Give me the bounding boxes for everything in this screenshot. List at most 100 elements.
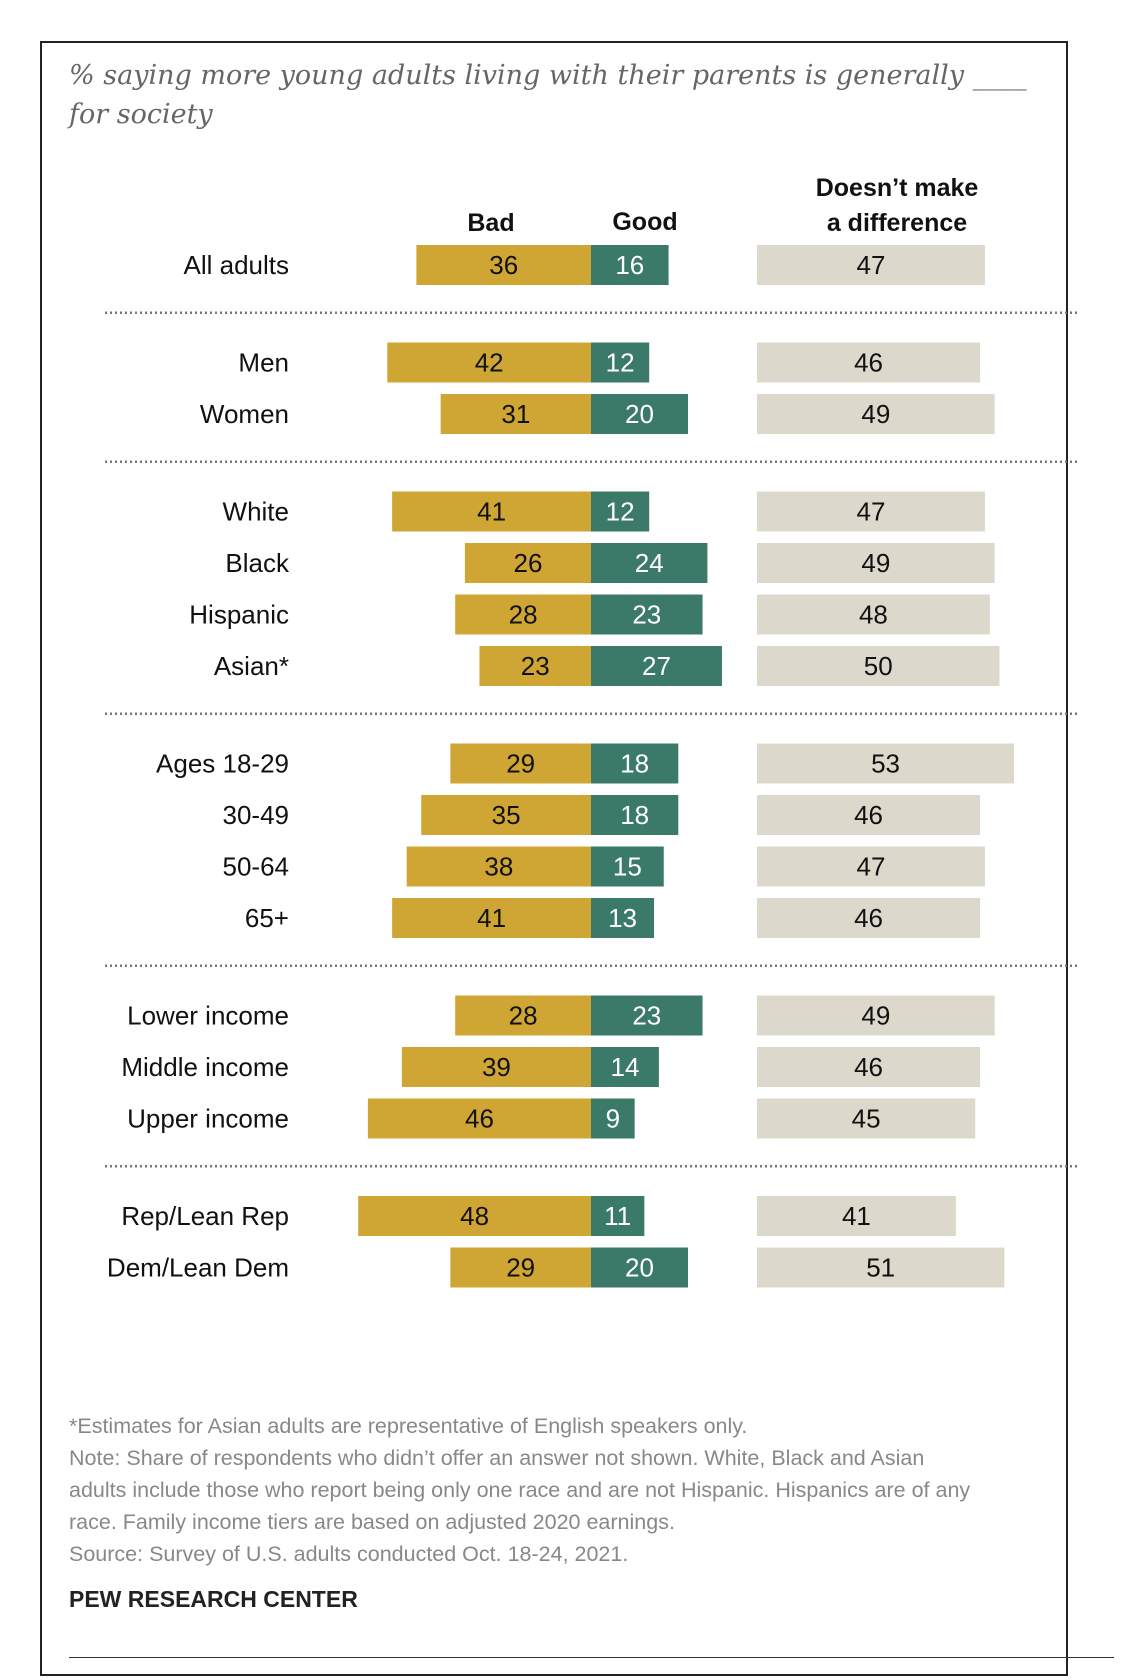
organization-name: PEW RESEARCH CENTER	[69, 1586, 358, 1612]
row-label: Dem/Lean Dem	[107, 1253, 289, 1283]
value-label-neutral: 46	[854, 903, 883, 933]
note-line: race. Family income tiers are based on a…	[69, 1510, 675, 1534]
row-label: Hispanic	[189, 600, 289, 630]
header-bad: Bad	[467, 209, 514, 237]
value-label-good: 20	[625, 1253, 654, 1283]
header-good: Good	[612, 208, 677, 236]
bar-bad	[450, 743, 591, 784]
value-label-good: 14	[610, 1052, 639, 1082]
bar-good	[591, 1196, 645, 1236]
value-label-good: 15	[613, 852, 642, 882]
row-label: Men	[238, 348, 289, 378]
row-label: 65+	[245, 903, 289, 933]
value-label-neutral: 47	[857, 852, 886, 882]
value-label-neutral: 49	[861, 399, 890, 429]
bar-neutral	[757, 1047, 981, 1087]
bar-bad	[440, 394, 591, 434]
bar-bad	[450, 1247, 591, 1288]
bar-good	[591, 245, 669, 285]
value-label-neutral: 47	[857, 497, 886, 527]
value-label-good: 11	[604, 1201, 631, 1231]
bar-neutral	[757, 1196, 956, 1236]
value-label-neutral: 50	[864, 651, 893, 681]
bar-good	[591, 394, 688, 434]
bar-neutral	[757, 543, 995, 583]
bar-good	[591, 594, 703, 635]
value-label-neutral: 46	[854, 1052, 883, 1082]
value-label-neutral: 53	[871, 749, 900, 779]
bar-good	[591, 491, 650, 532]
bar-good	[591, 1047, 659, 1087]
bar-bad	[406, 846, 591, 887]
value-label-good: 20	[625, 399, 654, 429]
bar-neutral	[757, 646, 1000, 686]
bar-good	[591, 795, 679, 835]
bar-neutral	[757, 394, 995, 434]
row-label: Upper income	[127, 1104, 289, 1134]
bar-good	[591, 646, 722, 686]
value-label-neutral: 46	[854, 800, 883, 830]
value-label-good: 12	[606, 348, 635, 378]
bar-neutral	[757, 245, 985, 285]
value-label-good: 24	[635, 548, 664, 578]
bar-bad	[455, 594, 591, 635]
value-label-bad: 48	[460, 1201, 489, 1231]
diverging-bar-chart: Bad Good Doesn’t make a difference All adult…	[105, 174, 1080, 1288]
value-label-bad: 41	[477, 903, 506, 933]
chart-notes: *Estimates for Asian adults are represen…	[69, 1410, 1109, 1570]
value-label-bad: 28	[509, 600, 538, 630]
value-label-bad: 41	[477, 497, 506, 527]
value-label-neutral: 48	[859, 600, 888, 630]
row-label: Middle income	[121, 1052, 289, 1082]
bar-bad	[421, 795, 591, 835]
bar-bad	[392, 491, 591, 532]
value-label-bad: 23	[521, 651, 550, 681]
row-label: Rep/Lean Rep	[121, 1201, 289, 1231]
row-label: 30-49	[223, 800, 290, 830]
bar-good	[591, 1247, 688, 1288]
note-line: adults include those who report being on…	[69, 1478, 971, 1502]
bar-neutral	[757, 898, 981, 938]
value-label-neutral: 46	[854, 348, 883, 378]
value-label-bad: 39	[482, 1052, 511, 1082]
row-label: White	[223, 497, 289, 527]
bar-good	[591, 898, 655, 938]
value-label-neutral: 47	[857, 250, 886, 280]
bar-bad	[479, 646, 591, 686]
value-label-good: 23	[632, 600, 661, 630]
bar-bad	[455, 995, 591, 1036]
value-label-good: 12	[606, 497, 635, 527]
row-label: 50-64	[223, 852, 290, 882]
value-label-neutral: 45	[852, 1104, 881, 1134]
value-label-bad: 28	[509, 1001, 538, 1031]
source-note: Source: Survey of U.S. adults conducted …	[69, 1542, 629, 1566]
note-line: Note: Share of respondents who didn’t of…	[69, 1446, 925, 1470]
bar-neutral	[757, 1247, 1005, 1288]
bar-bad	[401, 1047, 591, 1087]
value-label-bad: 29	[506, 1253, 535, 1283]
value-label-good: 9	[606, 1104, 620, 1134]
row-label: Women	[200, 399, 289, 429]
header-neutral-line1: Doesn’t make	[816, 174, 979, 202]
value-label-bad: 31	[501, 399, 530, 429]
bar-neutral	[757, 846, 985, 887]
row-label: Lower income	[127, 1001, 289, 1031]
bar-neutral	[757, 594, 990, 635]
bar-neutral	[757, 1098, 976, 1139]
bar-neutral	[757, 795, 981, 835]
bar-good	[591, 342, 650, 383]
value-label-neutral: 49	[861, 1001, 890, 1031]
value-label-good: 23	[632, 1001, 661, 1031]
bar-bad	[464, 543, 591, 583]
bar-good	[591, 743, 679, 784]
bar-good	[591, 995, 703, 1036]
row-label: Ages 18-29	[156, 749, 289, 779]
bar-bad	[387, 342, 591, 383]
bar-bad	[392, 898, 591, 938]
value-label-bad: 36	[489, 250, 518, 280]
value-label-good: 16	[615, 250, 644, 280]
bar-neutral	[757, 743, 1015, 784]
row-label: Black	[225, 548, 290, 578]
bar-bad	[416, 245, 591, 285]
value-label-neutral: 51	[866, 1253, 895, 1283]
